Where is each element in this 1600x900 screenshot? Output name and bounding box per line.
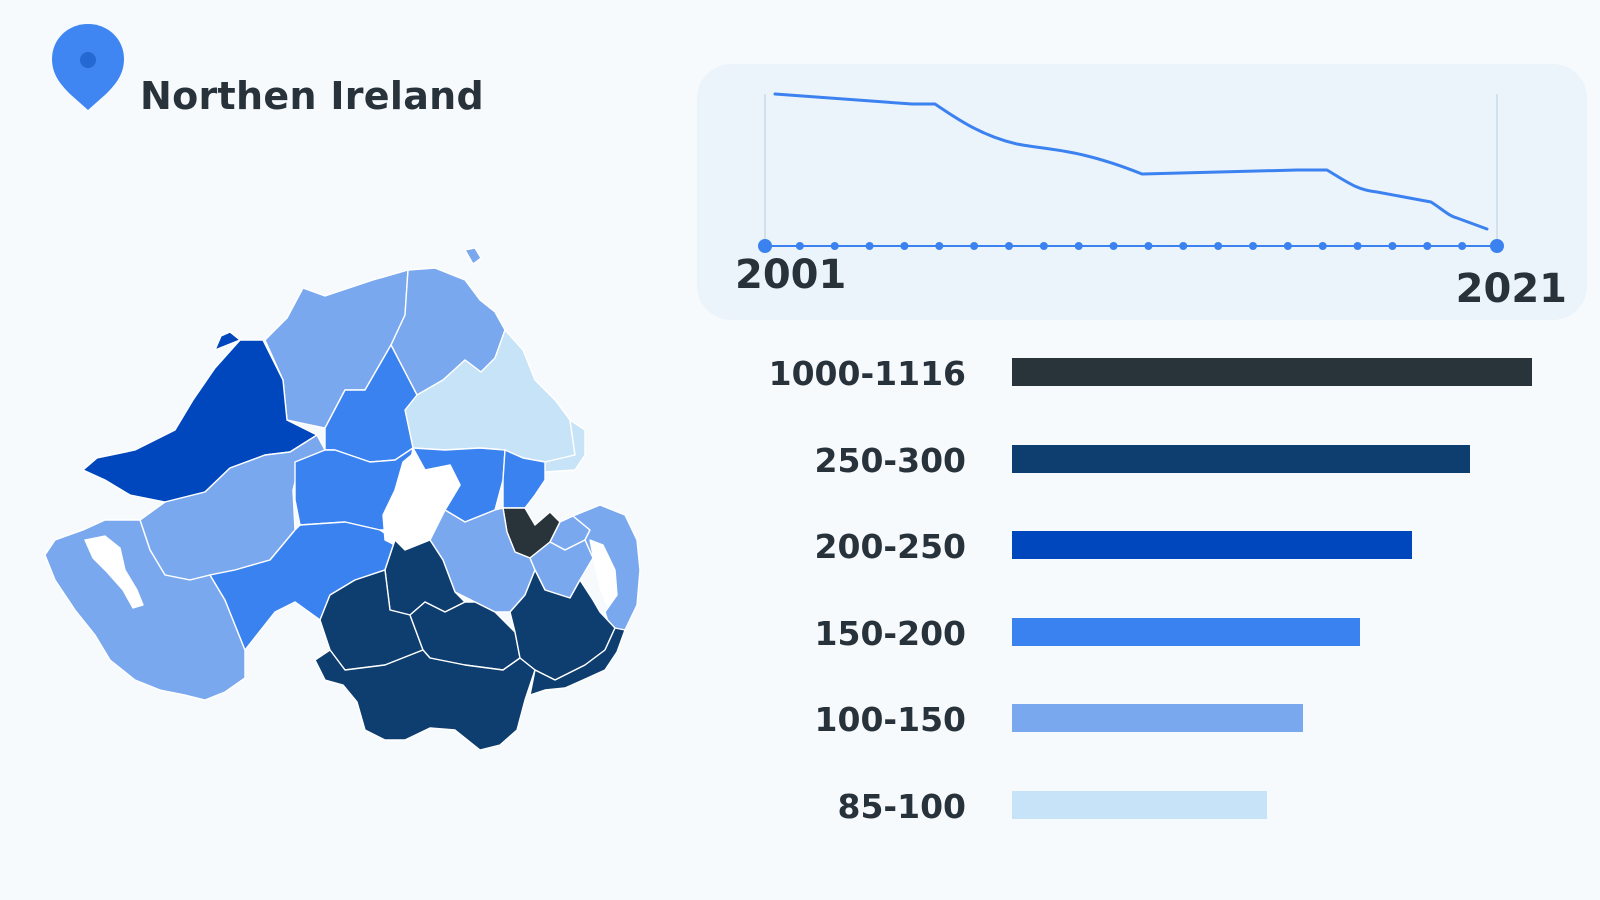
- region-north-east-tip: [464, 247, 482, 265]
- legend-item: 85-100: [760, 785, 1580, 826]
- timeline-tick-dot: [1144, 242, 1153, 250]
- region-fermanagh: [44, 519, 246, 701]
- legend-bar: [1012, 704, 1303, 732]
- legend-bar: [1012, 617, 1360, 646]
- legend-bar: [1012, 358, 1532, 386]
- legend-item: 150-200: [760, 612, 1580, 653]
- legend-item: 200-250: [760, 525, 1580, 566]
- timeline-tick-dot: [1353, 242, 1362, 250]
- timeline-tick-dot: [900, 242, 909, 250]
- timeline-tick-dot: [1249, 242, 1257, 250]
- legend-bar: [1012, 790, 1267, 819]
- legend: 1000-1116 250-300 200-250 150-200 100-150 85-…: [760, 352, 1600, 852]
- timeline-tick-dot: [970, 242, 979, 250]
- timeline-tick-dot: [1458, 242, 1467, 250]
- map-pin-icon: [52, 24, 124, 110]
- timeline-tick-dot: [1214, 242, 1223, 250]
- timeline-tick-dot: [795, 242, 804, 250]
- legend-label: 150-200: [814, 613, 966, 653]
- timeline-tick-dot: [1318, 242, 1327, 250]
- legend-label: 200-250: [814, 527, 966, 566]
- strangford-lough: [589, 539, 618, 606]
- legend-label: 85-100: [837, 786, 966, 826]
- timeline-tick-dot: [1005, 242, 1013, 250]
- timeline-tick-dot: [1283, 242, 1292, 250]
- timeline-end-dot: [758, 239, 772, 253]
- legend-item: 1000-1116: [760, 352, 1580, 393]
- timeline-panel: 2001 2021: [697, 64, 1587, 320]
- timeline-tick-dot: [1039, 242, 1048, 250]
- timeline-end-dot: [1490, 239, 1504, 253]
- timeline-tick-dot: [830, 242, 839, 250]
- timeline-start-year: 2001: [735, 252, 847, 298]
- timeline-chart: [758, 92, 1504, 253]
- legend-label: 1000-1116: [768, 354, 966, 393]
- choropleth-map: [44, 247, 641, 751]
- timeline-end-year: 2021: [1455, 266, 1567, 312]
- legend-label: 100-150: [814, 700, 966, 739]
- timeline-tick-dot: [1109, 242, 1118, 250]
- legend-bar: [1012, 444, 1470, 473]
- region-down-south: [529, 627, 626, 696]
- legend-item: 100-150: [760, 698, 1580, 739]
- timeline-tick-dot: [1074, 242, 1083, 250]
- lough-erne: [84, 535, 144, 609]
- page-title: Northen Ireland: [140, 74, 484, 118]
- timeline-tick-dot: [865, 242, 874, 250]
- trend-line: [773, 92, 1489, 231]
- legend-bar: [1012, 531, 1412, 559]
- region-newry: [314, 649, 536, 751]
- timeline-tick-dot: [935, 242, 944, 250]
- timeline-tick-dot: [1179, 242, 1188, 250]
- legend-label: 250-300: [814, 440, 966, 480]
- region-lough-foyle-shore: [214, 331, 241, 351]
- legend-item: 250-300: [760, 439, 1580, 480]
- region-newtownabbey: [502, 449, 546, 509]
- timeline-tick-dot: [1388, 242, 1397, 250]
- timeline-tick-dot: [1423, 242, 1432, 250]
